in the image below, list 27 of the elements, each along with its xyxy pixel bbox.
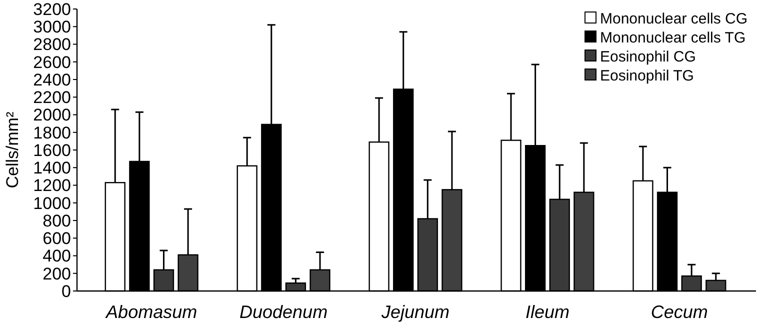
y-tick-label: 200: [42, 264, 71, 284]
y-tick-label: 400: [42, 246, 71, 266]
y-tick-label: 1600: [33, 140, 71, 160]
legend-label: Eosinophil TG: [600, 67, 694, 84]
x-tick-label: Cecum: [650, 302, 708, 322]
x-tick-label: Ileum: [525, 302, 570, 322]
y-tick-label: 0: [62, 282, 71, 301]
y-tick-label: 2800: [33, 35, 71, 54]
y-tick-label: 800: [42, 211, 71, 230]
legend-label: Mononuclear cells TG: [600, 29, 746, 46]
y-tick-label: 1200: [33, 176, 71, 196]
y-tick-label: 1400: [33, 158, 71, 178]
x-tick-label: Abomasum: [105, 302, 198, 322]
y-tick-label: 1000: [33, 194, 71, 213]
x-tick-label: Jejunum: [380, 302, 450, 322]
y-tick-label: 2000: [33, 106, 71, 125]
y-tick-label: 2200: [33, 88, 71, 108]
legend-label: Eosinophil CG: [600, 48, 696, 66]
y-tick-label: 600: [42, 229, 71, 248]
y-tick-label: 1800: [33, 123, 71, 142]
y-tick-label: 2400: [33, 70, 71, 90]
y-tick-label: 2600: [33, 52, 71, 72]
y-tick-label: 3000: [33, 18, 71, 37]
legend-label: Mononuclear cells CG: [600, 10, 748, 28]
y-tick-label: 3200: [33, 0, 71, 19]
x-tick-label: Duodenum: [240, 302, 328, 322]
y-axis-title: Cells/mm²: [3, 111, 22, 188]
